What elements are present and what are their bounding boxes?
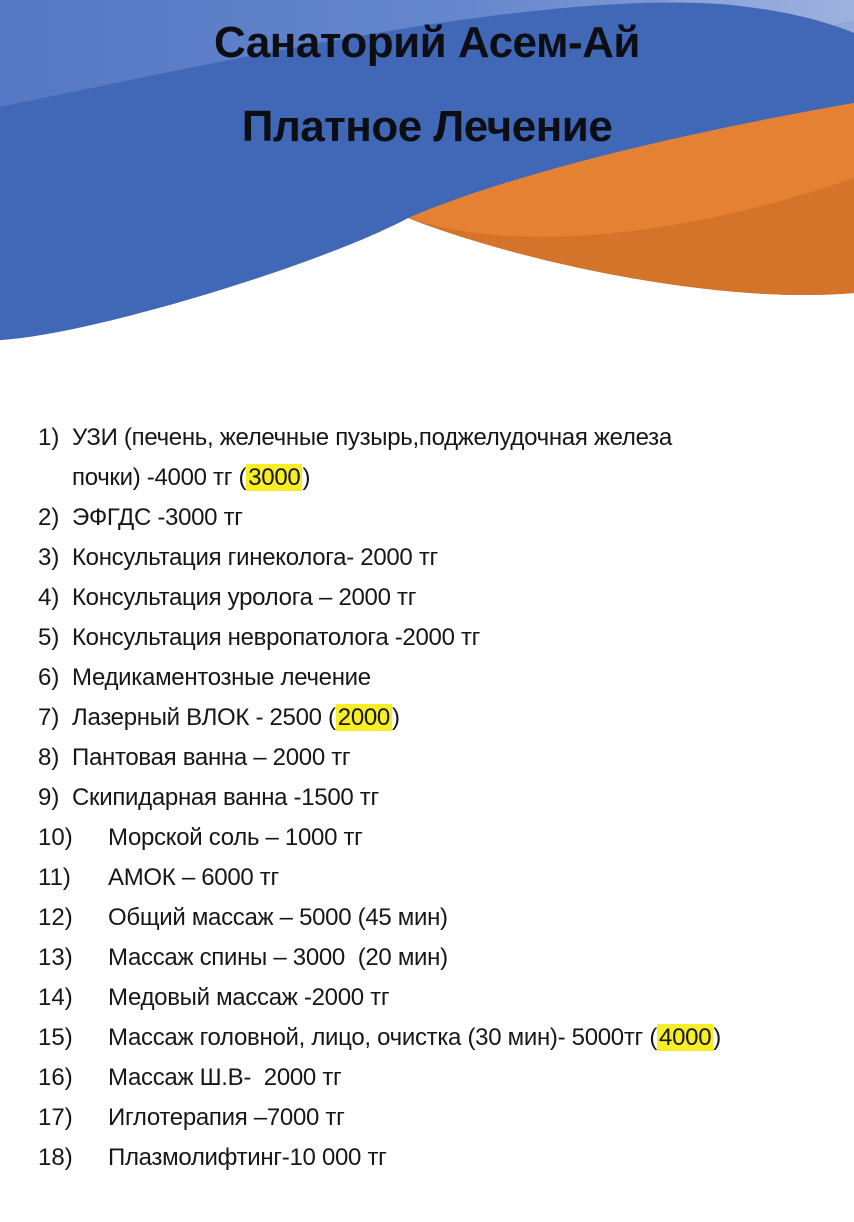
list-item-number: 17) [38, 1104, 73, 1131]
list-item: 4) Консультация уролога – 2000 тг [38, 578, 836, 618]
list-item: 16) Массаж Ш.В- 2000 тг [38, 1058, 836, 1098]
list-item: 13) Массаж спины – 3000 (20 мин) [38, 938, 836, 978]
list-item-text: Массаж Ш.В- 2000 тг [108, 1064, 342, 1091]
list-item-text: Иглотерапия –7000 тг [108, 1104, 345, 1131]
price-list: 1) УЗИ (печень, желечные пузырь,поджелудо… [38, 418, 836, 1178]
list-item-text: УЗИ (печень, желечные пузырь,поджелудочн… [72, 424, 672, 491]
list-item: 14) Медовый массаж -2000 тг [38, 978, 836, 1018]
list-item-text: Консультация невропатолога -2000 тг [72, 624, 481, 651]
list-item-text: АМОК – 6000 тг [108, 864, 279, 891]
list-item-number: 8) [38, 744, 60, 771]
page-subtitle: Платное Лечение [241, 102, 613, 151]
list-item-text: Пантовая ванна – 2000 тг [72, 744, 351, 771]
list-item: 9) Скипидарная ванна -1500 тг [38, 778, 836, 818]
list-item-number: 16) [38, 1064, 73, 1091]
list-item-text: Скипидарная ванна -1500 тг [72, 784, 379, 811]
list-item: 17) Иглотерапия –7000 тг [38, 1098, 836, 1138]
list-item: 7) Лазерный ВЛОК - 2500 (2000) [38, 698, 836, 738]
orange-wave-dark-shape [408, 178, 854, 296]
list-item-number: 1) [38, 424, 60, 451]
list-item-number: 18) [38, 1144, 73, 1171]
list-item-text: Массаж спины – 3000 (20 мин) [108, 944, 448, 971]
list-item-number: 12) [38, 904, 73, 931]
list-item-number: 7) [38, 704, 60, 731]
blue-wave-shape [0, 2, 854, 340]
list-item-number: 13) [38, 944, 73, 971]
list-item-text: Медикаментозные лечение [72, 664, 371, 691]
list-item-number: 11) [38, 864, 71, 891]
list-item: 2) ЭФГДС -3000 тг [38, 498, 836, 538]
highlighted-price: 3000 [246, 464, 303, 491]
list-item-text: Массаж головной, лицо, очистка (30 мин)-… [108, 1024, 721, 1051]
list-item: 3) Консультация гинеколога- 2000 тг [38, 538, 836, 578]
header-waves-graphic [0, 0, 854, 340]
list-item: 8) Пантовая ванна – 2000 тг [38, 738, 836, 778]
list-item-number: 5) [38, 624, 60, 651]
list-item: 15) Массаж головной, лицо, очистка (30 ми… [38, 1018, 836, 1058]
highlighted-price: 2000 [335, 704, 392, 731]
list-item-number: 3) [38, 544, 60, 571]
header-banner: Санаторий Асем-Ай Платное Лечение [0, 0, 854, 395]
list-item: 18) Плазмолифтинг-10 000 тг [38, 1138, 836, 1178]
page-title: Санаторий Асем-Ай [214, 18, 640, 67]
list-item-text: Консультация гинеколога- 2000 тг [72, 544, 438, 571]
list-item-number: 4) [38, 584, 60, 611]
list-item-text: Медовый массаж -2000 тг [108, 984, 390, 1011]
list-item-number: 2) [38, 504, 60, 531]
list-item-text: Плазмолифтинг-10 000 тг [108, 1144, 387, 1171]
list-item: 12) Общий массаж – 5000 (45 мин) [38, 898, 836, 938]
list-item-text: ЭФГДС -3000 тг [72, 504, 243, 531]
list-item-text: Общий массаж – 5000 (45 мин) [108, 904, 448, 931]
list-item: 1) УЗИ (печень, желечные пузырь,поджелудо… [38, 418, 836, 498]
list-item: 6) Медикаментозные лечение [38, 658, 836, 698]
list-item-number: 9) [38, 784, 60, 811]
list-item-text: Морской соль – 1000 тг [108, 824, 363, 851]
list-item: 11) АМОК – 6000 тг [38, 858, 836, 898]
list-item: 10) Морской соль – 1000 тг [38, 818, 836, 858]
list-item-text: Лазерный ВЛОК - 2500 (2000) [72, 704, 400, 731]
list-item-number: 6) [38, 664, 60, 691]
highlighted-price: 4000 [657, 1024, 714, 1051]
list-item-text: Консультация уролога – 2000 тг [72, 584, 417, 611]
list-item-number: 15) [38, 1024, 73, 1051]
list-item-number: 14) [38, 984, 73, 1011]
list-item: 5) Консультация невропатолога -2000 тг [38, 618, 836, 658]
list-item-number: 10) [38, 824, 73, 851]
